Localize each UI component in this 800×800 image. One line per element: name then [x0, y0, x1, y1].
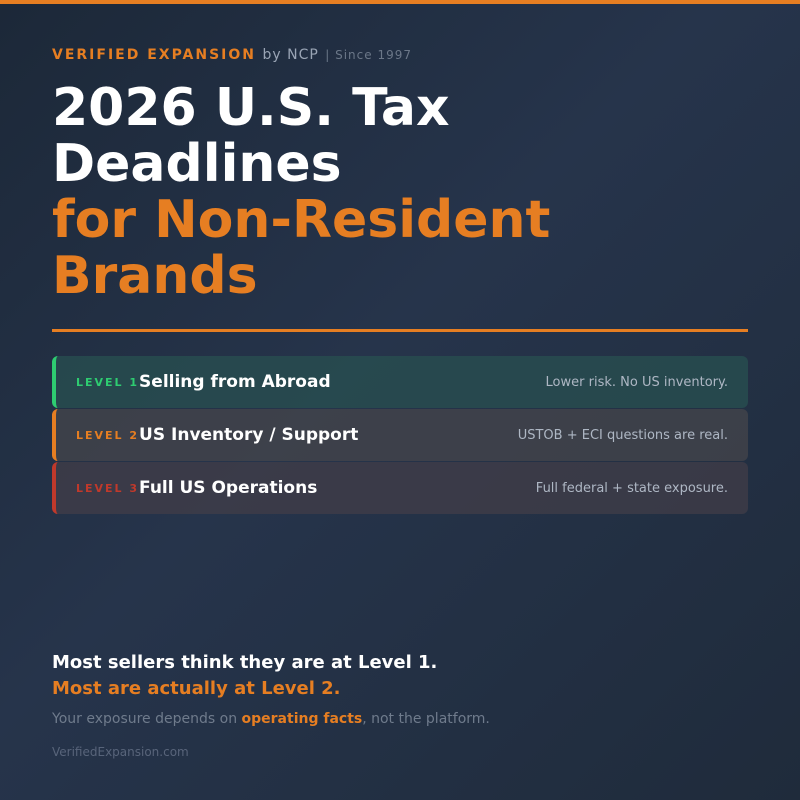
level-card: LEVEL 2 US Inventory / Support USTOB + ECI… — [52, 409, 748, 461]
title: 2026 U.S. Tax Deadlines for Non-Resident… — [52, 80, 612, 304]
level-name: Selling from Abroad — [139, 372, 331, 392]
level-name: US Inventory / Support — [139, 425, 359, 445]
site: VerifiedExpansion.com — [52, 745, 189, 759]
level-note: Lower risk. No US inventory. — [545, 374, 728, 390]
level-card: LEVEL 3 Full US Operations Full federal + … — [52, 462, 748, 514]
top-bar — [0, 0, 800, 4]
level-name: Full US Operations — [139, 478, 318, 498]
level-label: LEVEL 2 — [76, 428, 140, 442]
level-note: USTOB + ECI questions are real. — [517, 427, 728, 443]
footnote-text: , not the platform. — [362, 711, 490, 727]
reality: Most are actually at Level 2. — [52, 678, 341, 699]
footnote-emphasis: operating facts — [241, 711, 363, 727]
title-line: for Non-Resident Brands — [52, 190, 551, 306]
divider — [52, 329, 748, 332]
byline: by NCP — [262, 47, 319, 63]
level-label: LEVEL 3 — [76, 481, 140, 495]
level-card: LEVEL 1 Selling from Abroad Lower risk. No… — [52, 356, 748, 408]
brand: VERIFIED EXPANSION — [52, 47, 257, 63]
claim: Most sellers think they are at Level 1. — [52, 652, 438, 673]
since: | Since 1997 — [325, 48, 412, 62]
level-note: Full federal + state exposure. — [535, 480, 728, 496]
footnote-text: Your exposure depends on — [52, 711, 242, 727]
level-label: LEVEL 1 — [76, 375, 140, 389]
brand-line: VERIFIED EXPANSION by NCP | Since 1997 — [52, 47, 412, 63]
title-line: 2026 U.S. Tax Deadlines — [52, 78, 450, 194]
footnote: Your exposure depends on operating facts… — [52, 711, 490, 727]
